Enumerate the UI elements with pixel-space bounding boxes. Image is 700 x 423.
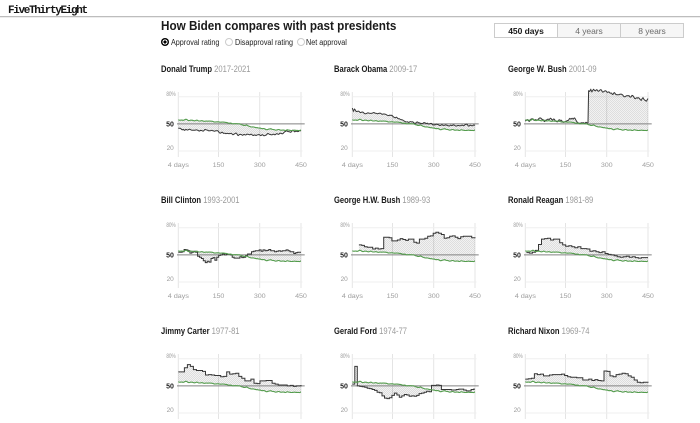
svg-text:80%: 80% (166, 353, 175, 360)
svg-text:20: 20 (167, 145, 174, 152)
svg-text:450: 450 (469, 162, 481, 169)
svg-text:4 days: 4 days (168, 293, 189, 300)
svg-text:150: 150 (560, 293, 572, 300)
svg-text:450: 450 (642, 293, 654, 300)
svg-text:300: 300 (428, 293, 440, 300)
svg-text:450: 450 (642, 162, 654, 169)
svg-text:150: 150 (560, 162, 572, 169)
svg-text:20: 20 (514, 276, 521, 283)
svg-text:50: 50 (513, 383, 521, 390)
svg-text:150: 150 (213, 162, 225, 169)
svg-text:80%: 80% (340, 91, 349, 98)
svg-text:300: 300 (254, 162, 266, 169)
svg-text:4 days: 4 days (342, 162, 363, 169)
svg-text:50: 50 (340, 252, 348, 259)
svg-text:4 days: 4 days (168, 162, 189, 169)
svg-text:150: 150 (213, 293, 225, 300)
svg-text:300: 300 (428, 162, 440, 169)
svg-text:50: 50 (513, 121, 521, 128)
svg-text:80%: 80% (513, 222, 522, 229)
svg-text:20: 20 (514, 145, 521, 152)
svg-text:20: 20 (341, 145, 348, 152)
svg-text:150: 150 (387, 162, 399, 169)
svg-text:50: 50 (340, 121, 348, 128)
svg-text:50: 50 (513, 252, 521, 259)
svg-text:20: 20 (341, 276, 348, 283)
svg-text:20: 20 (341, 407, 348, 414)
svg-text:300: 300 (601, 162, 613, 169)
svg-text:80%: 80% (166, 91, 175, 98)
svg-text:300: 300 (254, 293, 266, 300)
svg-text:50: 50 (166, 252, 174, 259)
svg-text:300: 300 (601, 293, 613, 300)
svg-text:20: 20 (167, 407, 174, 414)
svg-text:450: 450 (295, 162, 307, 169)
svg-text:450: 450 (469, 293, 481, 300)
svg-text:80%: 80% (340, 222, 349, 229)
svg-text:20: 20 (514, 407, 521, 414)
svg-text:4 days: 4 days (515, 162, 536, 169)
svg-text:50: 50 (340, 383, 348, 390)
svg-text:80%: 80% (513, 353, 522, 360)
svg-text:4 days: 4 days (342, 293, 363, 300)
svg-text:150: 150 (387, 293, 399, 300)
svg-text:50: 50 (166, 121, 174, 128)
svg-text:50: 50 (166, 383, 174, 390)
svg-text:80%: 80% (166, 222, 175, 229)
svg-text:80%: 80% (340, 353, 349, 360)
svg-text:4 days: 4 days (515, 293, 536, 300)
svg-text:20: 20 (167, 276, 174, 283)
svg-text:80%: 80% (513, 91, 522, 98)
svg-text:450: 450 (295, 293, 307, 300)
